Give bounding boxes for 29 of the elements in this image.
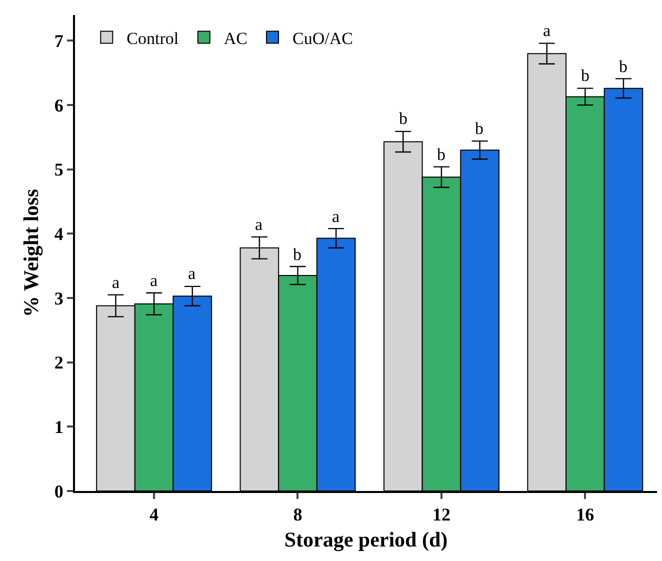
annotation: b [399,109,408,128]
annotation: b [437,145,446,164]
annotation: b [581,66,590,85]
annotation: a [255,215,263,234]
y-tick-label: 6 [54,95,64,116]
x-tick-label: 4 [150,504,159,525]
annotation: a [543,21,551,40]
x-tick-label: 8 [293,504,302,525]
y-tick-label: 5 [54,160,64,180]
x-tick-label: 12 [432,504,450,525]
y-tick-label: 0 [54,481,64,502]
annotation: a [188,264,196,283]
legend-label: AC [224,28,248,48]
annotation: b [475,119,484,138]
x-tick-label: 16 [576,504,594,525]
legend-label: Control [126,28,179,48]
y-tick-label: 3 [54,288,64,308]
y-tick-label: 7 [54,31,64,52]
annotation: a [112,273,120,292]
x-axis-title: Storage period (d) [284,527,448,552]
y-axis-title: % Weight loss [19,189,44,317]
annotation: a [332,207,340,226]
annotation: b [619,57,628,76]
annotation: b [293,245,302,264]
annotation: a [150,271,158,290]
legend-label: CuO/AC [292,28,353,48]
y-tick-label: 4 [54,224,64,244]
y-tick-label: 2 [54,352,64,373]
y-tick-label: 1 [54,416,64,437]
